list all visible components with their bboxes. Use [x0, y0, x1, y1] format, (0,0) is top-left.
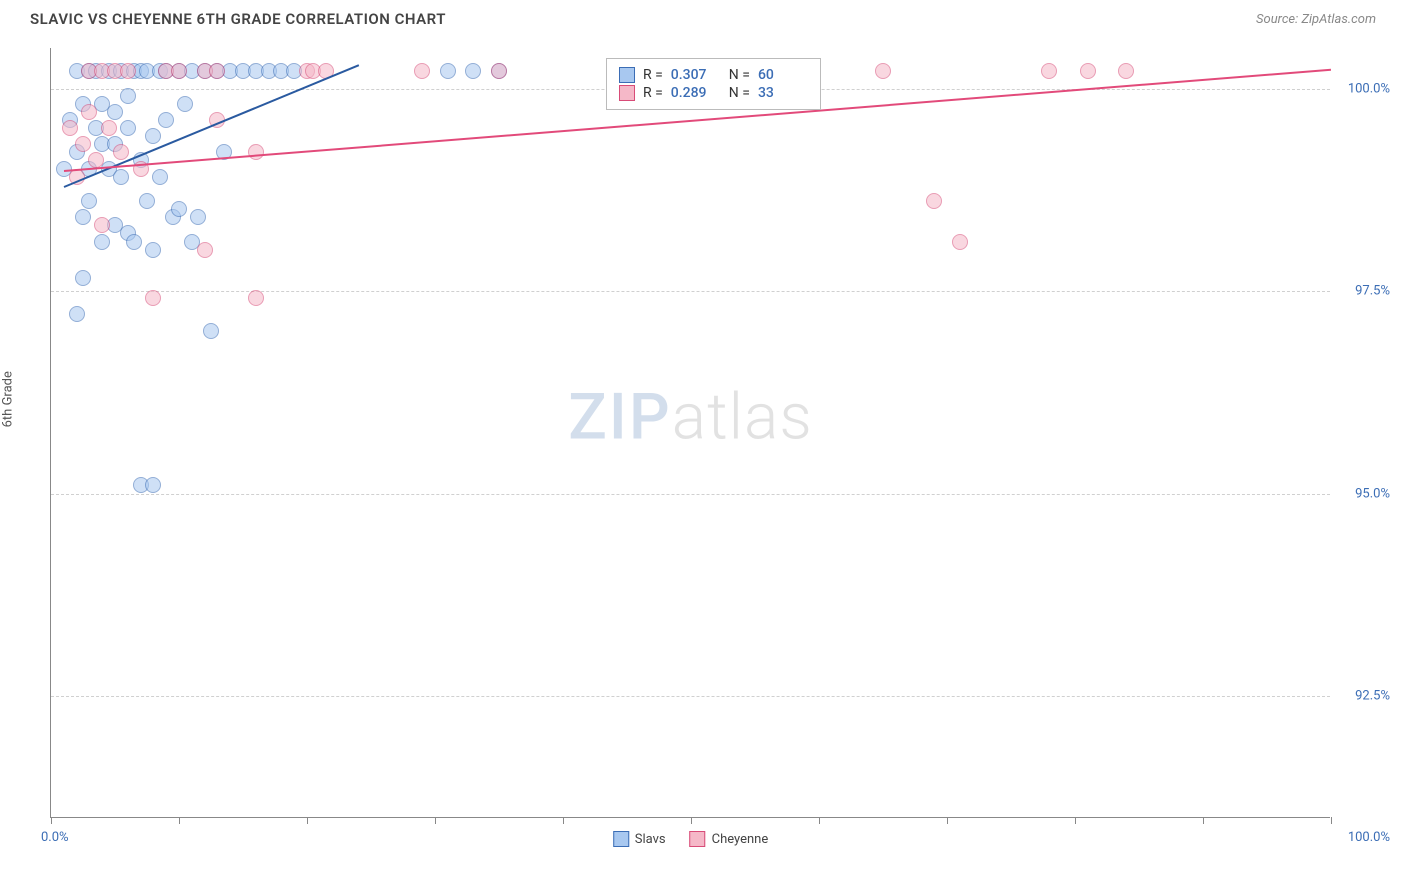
- data-point: [139, 193, 155, 209]
- data-point: [145, 242, 161, 258]
- data-point: [440, 63, 456, 79]
- data-point: [145, 128, 161, 144]
- x-label-max: 100.0%: [1348, 830, 1390, 845]
- data-point: [120, 63, 136, 79]
- data-point: [62, 120, 78, 136]
- data-point: [81, 193, 97, 209]
- data-point: [113, 169, 129, 185]
- x-tick: [947, 817, 948, 824]
- legend-series-name: Cheyenne: [712, 832, 769, 847]
- data-point: [875, 63, 891, 79]
- legend-item: Slavs: [613, 831, 666, 847]
- y-axis-label: 6th Grade: [1, 371, 16, 427]
- stats-row: R = 0.307 N = 60: [619, 67, 808, 83]
- data-point: [145, 290, 161, 306]
- x-tick: [819, 817, 820, 824]
- r-value: 0.307: [671, 67, 721, 83]
- watermark: ZIPatlas: [568, 380, 813, 455]
- data-point: [120, 88, 136, 104]
- data-point: [69, 306, 85, 322]
- data-point: [1041, 63, 1057, 79]
- y-tick-label: 92.5%: [1355, 689, 1390, 704]
- data-point: [209, 63, 225, 79]
- bottom-legend: Slavs Cheyenne: [613, 831, 769, 847]
- data-point: [171, 63, 187, 79]
- chart-container: 6th Grade ZIPatlas 100.0%97.5%95.0%92.5%…: [0, 38, 1406, 858]
- data-point: [101, 120, 117, 136]
- plot-area: ZIPatlas 100.0%97.5%95.0%92.5%0.0%100.0%…: [50, 48, 1330, 818]
- data-point: [113, 144, 129, 160]
- x-label-min: 0.0%: [41, 830, 69, 845]
- data-point: [1118, 63, 1134, 79]
- r-label: R =: [643, 85, 663, 101]
- chart-header: SLAVIC VS CHEYENNE 6TH GRADE CORRELATION…: [0, 0, 1406, 38]
- x-tick: [1203, 817, 1204, 824]
- data-point: [158, 112, 174, 128]
- data-point: [491, 63, 507, 79]
- r-value: 0.289: [671, 85, 721, 101]
- chart-source: Source: ZipAtlas.com: [1256, 12, 1376, 27]
- data-point: [75, 136, 91, 152]
- data-point: [1080, 63, 1096, 79]
- data-point: [190, 209, 206, 225]
- legend-swatch: [613, 831, 629, 847]
- data-point: [465, 63, 481, 79]
- data-point: [145, 477, 161, 493]
- stats-legend: R = 0.307 N = 60 R = 0.289 N = 33: [606, 58, 821, 110]
- gridline: [51, 494, 1330, 495]
- data-point: [126, 234, 142, 250]
- x-tick: [563, 817, 564, 824]
- y-tick-label: 97.5%: [1355, 284, 1390, 299]
- legend-swatch: [619, 85, 635, 101]
- x-tick: [435, 817, 436, 824]
- x-tick: [691, 817, 692, 824]
- data-point: [197, 242, 213, 258]
- n-label: N =: [729, 67, 750, 83]
- n-label: N =: [729, 85, 750, 101]
- x-tick: [179, 817, 180, 824]
- data-point: [94, 217, 110, 233]
- data-point: [94, 234, 110, 250]
- data-point: [171, 201, 187, 217]
- data-point: [177, 96, 193, 112]
- data-point: [248, 144, 264, 160]
- x-tick: [51, 817, 52, 824]
- gridline: [51, 696, 1330, 697]
- x-tick: [1075, 817, 1076, 824]
- x-tick: [1331, 817, 1332, 824]
- y-tick-label: 95.0%: [1355, 486, 1390, 501]
- data-point: [120, 120, 136, 136]
- data-point: [203, 323, 219, 339]
- data-point: [414, 63, 430, 79]
- x-tick: [307, 817, 308, 824]
- data-point: [81, 104, 97, 120]
- y-tick-label: 100.0%: [1348, 81, 1390, 96]
- data-point: [75, 270, 91, 286]
- n-value: 60: [758, 67, 808, 83]
- r-label: R =: [643, 67, 663, 83]
- stats-row: R = 0.289 N = 33: [619, 85, 808, 101]
- data-point: [152, 169, 168, 185]
- data-point: [248, 290, 264, 306]
- legend-swatch: [690, 831, 706, 847]
- legend-item: Cheyenne: [690, 831, 769, 847]
- gridline: [51, 291, 1330, 292]
- n-value: 33: [758, 85, 808, 101]
- data-point: [926, 193, 942, 209]
- legend-series-name: Slavs: [635, 832, 666, 847]
- data-point: [75, 209, 91, 225]
- data-point: [952, 234, 968, 250]
- chart-title: SLAVIC VS CHEYENNE 6TH GRADE CORRELATION…: [30, 10, 446, 28]
- legend-swatch: [619, 67, 635, 83]
